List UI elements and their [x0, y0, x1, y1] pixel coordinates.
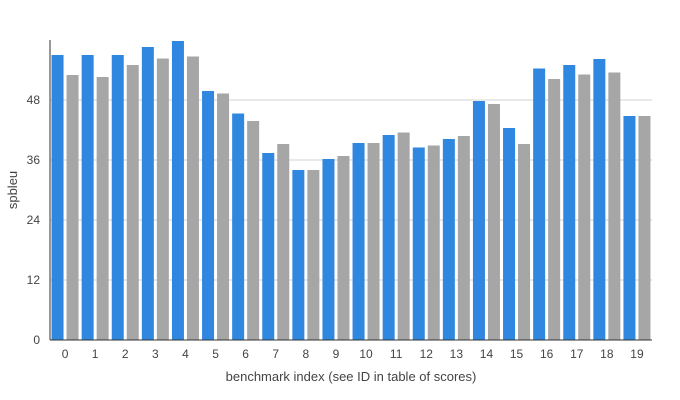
bar-series-2-index-15 — [518, 144, 531, 340]
bar-series-1-index-16 — [533, 68, 546, 340]
bar-series-2-index-2 — [126, 65, 139, 340]
bar-series-2-index-16 — [548, 79, 561, 340]
bar-series-1-index-13 — [442, 139, 455, 340]
x-tick-label: 17 — [570, 347, 584, 361]
bars — [51, 41, 651, 340]
bar-series-2-index-18 — [608, 72, 621, 340]
x-tick-label: 2 — [122, 347, 129, 361]
bar-series-1-index-6 — [232, 113, 245, 340]
bar-series-1-index-18 — [593, 59, 606, 340]
axes — [49, 40, 652, 341]
bar-series-2-index-13 — [457, 136, 470, 340]
y-tick-label: 24 — [27, 213, 41, 227]
x-tick-label: 10 — [359, 347, 373, 361]
bar-series-1-index-4 — [171, 41, 184, 340]
bar-series-2-index-6 — [247, 121, 260, 340]
bar-series-2-index-12 — [427, 145, 440, 340]
x-tick-label: 11 — [390, 347, 403, 361]
bar-series-2-index-4 — [186, 56, 199, 340]
bar-series-1-index-0 — [51, 55, 64, 340]
x-tick-label: 8 — [303, 347, 310, 361]
x-tick-label: 0 — [62, 347, 69, 361]
bar-series-2-index-5 — [217, 93, 230, 340]
bar-series-2-index-1 — [96, 77, 109, 340]
bar-series-1-index-17 — [563, 65, 576, 340]
y-tick-labels: 0 12 24 36 48 — [27, 93, 41, 347]
x-tick-label: 19 — [630, 347, 644, 361]
bar-series-1-index-19 — [623, 116, 636, 340]
bar-series-2-index-10 — [367, 143, 380, 340]
bar-series-1-index-12 — [412, 147, 425, 340]
bar-series-1-index-1 — [81, 55, 94, 340]
y-tick-label: 36 — [27, 153, 41, 167]
x-tick-label: 16 — [540, 347, 554, 361]
bar-series-1-index-10 — [352, 143, 365, 340]
bar-series-1-index-2 — [111, 55, 124, 340]
x-tick-label: 6 — [242, 347, 249, 361]
bar-series-1-index-11 — [382, 135, 395, 340]
x-tick-label: 13 — [450, 347, 464, 361]
y-tick-label: 48 — [27, 93, 41, 107]
bar-series-2-index-17 — [578, 74, 591, 340]
y-tick-label: 12 — [27, 273, 41, 287]
bar-series-2-index-9 — [337, 156, 350, 340]
bar-series-1-index-15 — [503, 128, 516, 340]
x-tick-label: 1 — [92, 347, 99, 361]
bar-series-2-index-11 — [397, 132, 410, 340]
x-tick-label: 7 — [272, 347, 279, 361]
x-tick-label: 14 — [480, 347, 494, 361]
x-tick-labels: 0 1 2 3 4 5 6 7 8 9 10 11 12 13 14 15 16 17 18 19 — [62, 347, 644, 361]
bar-series-1-index-5 — [202, 91, 215, 340]
grid — [50, 99, 652, 281]
x-tick-label: 12 — [420, 347, 434, 361]
bar-series-2-index-3 — [156, 58, 169, 340]
bar-series-1-index-3 — [141, 47, 154, 340]
x-tick-label: 3 — [152, 347, 159, 361]
bar-series-2-index-8 — [307, 170, 320, 340]
bar-series-1-index-8 — [292, 170, 305, 340]
y-tick-label: 0 — [33, 333, 40, 347]
bar-series-2-index-0 — [66, 75, 79, 340]
x-tick-label: 18 — [600, 347, 614, 361]
x-axis-title: benchmark index (see ID in table of scor… — [226, 369, 477, 384]
y-axis-title: spbleu — [5, 171, 20, 209]
x-tick-label: 4 — [182, 347, 189, 361]
x-tick-label: 15 — [510, 347, 524, 361]
bar-series-2-index-14 — [487, 104, 500, 340]
bar-series-1-index-7 — [262, 153, 275, 340]
x-tick-label: 5 — [212, 347, 219, 361]
x-tick-label: 9 — [333, 347, 340, 361]
bar-series-2-index-19 — [638, 116, 651, 340]
bar-series-2-index-7 — [277, 144, 290, 340]
bar-series-1-index-14 — [472, 101, 485, 340]
bar-series-1-index-9 — [322, 159, 335, 340]
